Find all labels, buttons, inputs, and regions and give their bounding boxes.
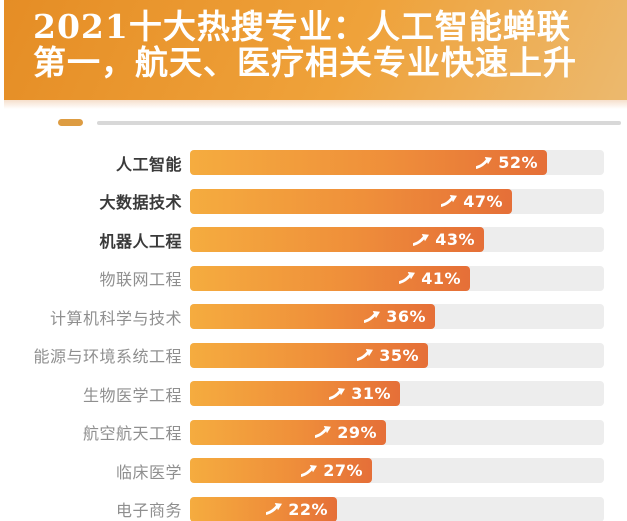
trend-up-icon bbox=[315, 426, 332, 438]
bar: 36% bbox=[190, 304, 435, 329]
header-banner: 2021十大热搜专业：人工智能蝉联 第一，航天、医疗相关专业快速上升 bbox=[4, 0, 627, 100]
trend-up-icon bbox=[476, 156, 493, 169]
bar: 41% bbox=[190, 265, 470, 291]
trend-up-icon bbox=[329, 387, 346, 400]
bar-track: 31% bbox=[190, 381, 604, 406]
bar-track: 43% bbox=[190, 227, 604, 252]
trend-up-icon bbox=[266, 503, 283, 515]
bar: 31% bbox=[190, 381, 400, 406]
page-title-line1: 2021十大热搜专业：人工智能蝉联 bbox=[33, 7, 571, 46]
trend-up-icon bbox=[413, 233, 430, 246]
divider-dash bbox=[58, 119, 83, 126]
value-label: 27% bbox=[323, 461, 363, 480]
trend-up-icon bbox=[441, 195, 458, 207]
chart-row: 计算机科学与技术 36% bbox=[0, 304, 627, 329]
chart-row: 物联网工程 41% bbox=[0, 265, 627, 291]
bar: 47% bbox=[190, 188, 512, 214]
category-label: 电子商务 bbox=[115, 503, 182, 520]
banner-bottom-fade bbox=[4, 100, 627, 109]
category-label: 临床医学 bbox=[115, 464, 182, 482]
bar-track: 22% bbox=[190, 496, 604, 521]
chart-row: 能源与环境系统工程 35% bbox=[0, 342, 627, 368]
category-label: 人工智能 bbox=[115, 156, 182, 174]
value-label: 31% bbox=[351, 384, 391, 403]
category-label: 能源与环境系统工程 bbox=[33, 349, 182, 366]
trend-up-icon bbox=[301, 464, 318, 477]
bar-track: 35% bbox=[190, 342, 604, 368]
value-label: 29% bbox=[337, 422, 377, 442]
trend-up-icon bbox=[357, 349, 374, 361]
bar-track: 41% bbox=[190, 265, 604, 291]
chart-row: 电子商务 22% bbox=[0, 496, 627, 521]
chart-row: 生物医学工程 31% bbox=[0, 381, 627, 406]
category-label: 计算机科学与技术 bbox=[49, 310, 182, 328]
bar: 29% bbox=[190, 419, 386, 445]
value-label: 43% bbox=[435, 230, 475, 249]
bar-chart: 人工智能 52% 大数据技术 47% 机器人工程 43% 物联网工程 41% 计算机科学与技术 3… bbox=[0, 150, 627, 521]
chart-row: 临床医学 27% bbox=[0, 458, 627, 483]
page-title-line2: 第一，航天、医疗相关专业快速上升 bbox=[33, 43, 577, 82]
bar-track: 36% bbox=[190, 304, 604, 329]
category-label: 机器人工程 bbox=[99, 233, 182, 251]
chart-row: 大数据技术 47% bbox=[0, 188, 627, 214]
category-label: 物联网工程 bbox=[99, 272, 182, 289]
chart-row: 航空航天工程 29% bbox=[0, 419, 627, 445]
bar: 27% bbox=[190, 458, 372, 483]
bar-track: 29% bbox=[190, 419, 604, 445]
bar: 43% bbox=[190, 227, 484, 252]
category-label: 生物医学工程 bbox=[82, 387, 182, 405]
bar: 22% bbox=[190, 496, 337, 521]
bar-track: 27% bbox=[190, 458, 604, 483]
chart-row: 机器人工程 43% bbox=[0, 227, 627, 252]
value-label: 22% bbox=[288, 499, 328, 519]
bar: 52% bbox=[190, 150, 547, 175]
bar: 35% bbox=[190, 342, 428, 368]
divider-line bbox=[97, 121, 621, 125]
chart-row: 人工智能 52% bbox=[0, 150, 627, 175]
value-label: 36% bbox=[386, 307, 426, 326]
value-label: 47% bbox=[463, 191, 503, 211]
value-label: 35% bbox=[379, 345, 419, 365]
value-label: 52% bbox=[498, 153, 538, 172]
value-label: 41% bbox=[421, 268, 461, 288]
trend-up-icon bbox=[364, 310, 381, 323]
bar-track: 47% bbox=[190, 188, 604, 214]
trend-up-icon bbox=[399, 272, 416, 284]
category-label: 航空航天工程 bbox=[82, 426, 182, 443]
bar-track: 52% bbox=[190, 150, 604, 175]
category-label: 大数据技术 bbox=[99, 195, 182, 212]
